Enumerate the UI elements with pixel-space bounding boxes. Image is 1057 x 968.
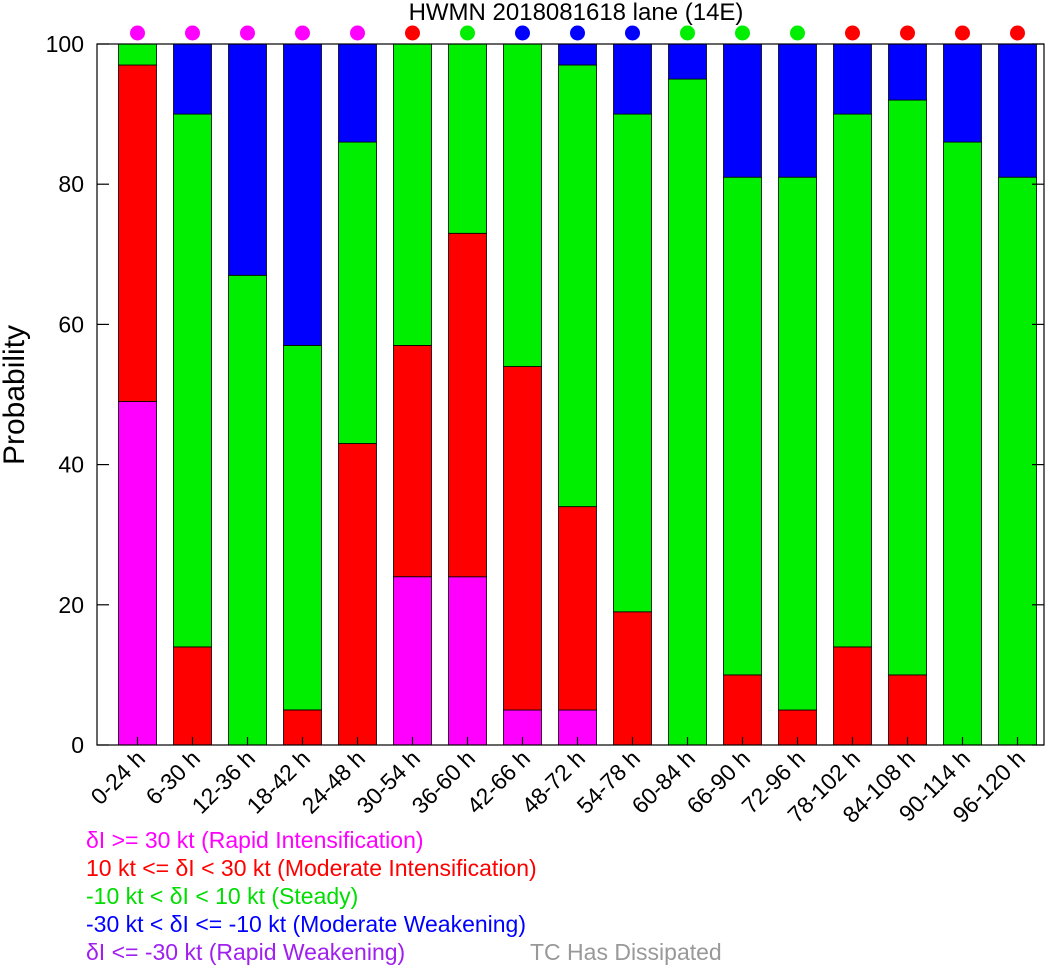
plot-frame <box>96 43 1045 746</box>
category-marker-3 <box>295 25 310 41</box>
category-marker-11 <box>735 25 750 41</box>
category-marker-8 <box>570 25 585 41</box>
bar-segment-0-5 <box>393 576 432 746</box>
bar-segment-2-8 <box>558 64 597 508</box>
bar-segment-2-9 <box>613 113 652 613</box>
bar-segment-2-7 <box>503 43 542 367</box>
bar-segment-3-16 <box>998 43 1037 178</box>
bar-segment-2-0 <box>118 43 157 66</box>
bar-segment-3-1 <box>173 43 212 115</box>
category-marker-2 <box>240 25 255 41</box>
y-tick-label-1: 20 <box>58 592 84 618</box>
x-axis-tick-labels: 0-24 h6-30 h12-36 h18-42 h24-48 h30-54 h… <box>86 737 1030 828</box>
bar-segment-1-4 <box>338 443 377 746</box>
bar-segment-0-0 <box>118 401 157 746</box>
category-marker-14 <box>900 25 915 41</box>
bar-segment-3-9 <box>613 43 652 115</box>
bar-segment-0-6 <box>448 576 487 746</box>
bar-segment-3-15 <box>943 43 982 143</box>
bar-segment-2-16 <box>998 176 1037 746</box>
bar-segment-2-2 <box>228 274 267 746</box>
category-marker-16 <box>1010 25 1025 41</box>
bar-segment-2-1 <box>173 113 212 648</box>
bar-segment-1-13 <box>833 646 872 746</box>
bar-segment-3-10 <box>668 43 707 80</box>
legend-rapid-weakening: δI <= -30 kt (Rapid Weakening) <box>86 939 406 965</box>
bar-segment-2-12 <box>778 176 817 711</box>
y-tick-label-5: 100 <box>46 31 84 57</box>
bar-segment-1-8 <box>558 506 597 711</box>
bar-segment-2-13 <box>833 113 872 648</box>
bar-segment-2-14 <box>888 99 927 676</box>
category-marker-0 <box>130 25 145 41</box>
bar-segment-1-9 <box>613 611 652 746</box>
bar-segment-1-6 <box>448 232 487 578</box>
bar-segment-3-3 <box>283 43 322 346</box>
bar-segment-3-11 <box>723 43 762 178</box>
legend: δI >= 30 kt (Rapid Intensification) 10 k… <box>86 826 537 966</box>
y-tick-label-4: 80 <box>58 171 84 197</box>
bar-segment-2-15 <box>943 141 982 746</box>
bars-group <box>118 43 1037 746</box>
legend-rapid-intensification: δI >= 30 kt (Rapid Intensification) <box>86 827 424 853</box>
legend-moderate-intensification: 10 kt <= δI < 30 kt (Moderate Intensific… <box>86 855 537 881</box>
category-marker-1 <box>185 25 200 41</box>
bar-segment-2-6 <box>448 43 487 234</box>
x-tick-label-0: 0-24 h <box>86 745 151 810</box>
category-marker-7 <box>515 25 530 41</box>
bar-segment-2-4 <box>338 141 377 444</box>
category-marker-6 <box>460 25 475 41</box>
bar-segment-2-3 <box>283 344 322 711</box>
bar-segment-3-12 <box>778 43 817 178</box>
category-marker-13 <box>845 25 860 41</box>
y-tick-label-0: 0 <box>71 732 84 758</box>
category-marker-10 <box>680 25 695 41</box>
bar-segment-2-5 <box>393 43 432 346</box>
y-tick-label-2: 40 <box>58 452 84 478</box>
y-axis-ticks: 0 20 40 60 80 100 <box>46 31 1044 758</box>
bar-segment-1-5 <box>393 344 432 578</box>
category-marker-15 <box>955 25 970 41</box>
bar-segment-1-14 <box>888 674 927 746</box>
bar-segment-3-2 <box>228 43 267 276</box>
category-markers <box>130 25 1025 41</box>
chart-title: HWMN 2018081618 lane (14E) <box>409 0 744 26</box>
bar-segment-1-7 <box>503 366 542 711</box>
bar-segment-1-11 <box>723 674 762 746</box>
bar-segment-3-14 <box>888 43 927 101</box>
category-marker-5 <box>405 25 420 41</box>
legend-dissipated: TC Has Dissipated <box>530 939 722 965</box>
bar-segment-2-10 <box>668 78 707 746</box>
y-tick-label-3: 60 <box>58 311 84 337</box>
y-axis-label: Probability <box>0 325 31 465</box>
category-marker-4 <box>350 25 365 41</box>
bar-segment-1-1 <box>173 646 212 746</box>
category-marker-9 <box>625 25 640 41</box>
legend-moderate-weakening: -30 kt < δI <= -10 kt (Moderate Weakenin… <box>86 911 527 937</box>
bar-segment-3-8 <box>558 43 597 66</box>
legend-steady: -10 kt < δI < 10 kt (Steady) <box>86 883 359 909</box>
bar-segment-1-0 <box>118 64 157 402</box>
bar-segment-3-13 <box>833 43 872 115</box>
bar-segment-2-11 <box>723 176 762 676</box>
bar-segment-3-4 <box>338 43 377 143</box>
category-marker-12 <box>790 25 805 41</box>
